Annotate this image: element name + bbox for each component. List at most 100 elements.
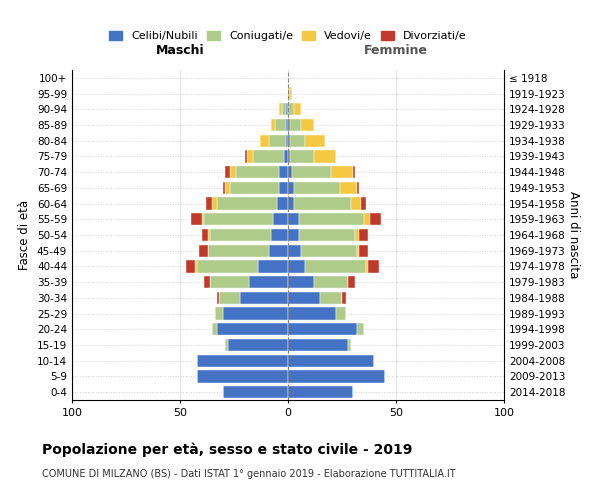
Bar (288, 198, 295, 209)
Y-axis label: Anni di nascita: Anni di nascita (566, 192, 580, 278)
Bar (353, 166, 355, 178)
Bar (364, 213, 370, 226)
Bar (230, 182, 280, 194)
Bar (288, 103, 295, 116)
Bar (226, 182, 230, 194)
Bar (286, 134, 288, 147)
Bar (280, 182, 288, 194)
Bar (340, 182, 357, 194)
Bar (236, 166, 280, 178)
Bar (314, 276, 349, 288)
Bar (288, 229, 299, 241)
Bar (288, 323, 357, 336)
Bar (212, 323, 217, 336)
Bar (288, 370, 385, 382)
Bar (281, 103, 286, 116)
Legend: Celibi/Nubili, Coniugati/e, Vedovi/e, Divorziati/e: Celibi/Nubili, Coniugati/e, Vedovi/e, Di… (105, 26, 471, 46)
Text: Popolazione per età, sesso e stato civile - 2019: Popolazione per età, sesso e stato civil… (42, 442, 412, 457)
Bar (290, 150, 314, 162)
Bar (288, 182, 295, 194)
Bar (197, 260, 258, 272)
Bar (217, 198, 277, 209)
Bar (359, 229, 368, 241)
Bar (226, 339, 227, 351)
Bar (247, 150, 253, 162)
Y-axis label: Fasce di età: Fasce di età (19, 200, 31, 270)
Bar (284, 150, 288, 162)
Bar (288, 276, 314, 288)
Bar (357, 182, 359, 194)
Bar (288, 88, 290, 100)
Bar (204, 213, 273, 226)
Bar (212, 198, 217, 209)
Bar (288, 354, 374, 367)
Bar (219, 292, 241, 304)
Bar (301, 244, 357, 257)
Bar (299, 229, 355, 241)
Bar (357, 323, 364, 336)
Bar (208, 244, 269, 257)
Bar (288, 292, 320, 304)
Bar (295, 198, 350, 209)
Bar (202, 229, 208, 241)
Bar (202, 213, 204, 226)
Bar (277, 198, 288, 209)
Bar (195, 260, 197, 272)
Bar (197, 370, 288, 382)
Bar (288, 134, 290, 147)
Bar (217, 323, 288, 336)
Bar (197, 354, 288, 367)
Bar (292, 166, 331, 178)
Bar (290, 119, 301, 131)
Bar (368, 260, 379, 272)
Text: Femmine: Femmine (364, 44, 428, 58)
Bar (301, 119, 314, 131)
Bar (357, 244, 359, 257)
Bar (258, 260, 288, 272)
Bar (305, 134, 325, 147)
Bar (269, 244, 288, 257)
Bar (241, 292, 288, 304)
Bar (342, 292, 346, 304)
Bar (288, 308, 335, 320)
Bar (290, 88, 292, 100)
Bar (359, 244, 368, 257)
Bar (223, 308, 288, 320)
Bar (215, 308, 223, 320)
Bar (286, 119, 288, 131)
Bar (230, 166, 236, 178)
Text: Maschi: Maschi (155, 44, 205, 58)
Text: COMUNE DI MILZANO (BS) - Dati ISTAT 1° gennaio 2019 - Elaborazione TUTTITALIA.IT: COMUNE DI MILZANO (BS) - Dati ISTAT 1° g… (42, 469, 455, 479)
Bar (331, 166, 353, 178)
Bar (320, 292, 342, 304)
Bar (227, 339, 288, 351)
Bar (223, 182, 226, 194)
Bar (295, 103, 301, 116)
Bar (355, 229, 359, 241)
Bar (208, 229, 210, 241)
Bar (370, 213, 381, 226)
Bar (210, 276, 249, 288)
Bar (191, 213, 202, 226)
Bar (206, 198, 212, 209)
Bar (288, 166, 292, 178)
Bar (366, 260, 368, 272)
Bar (290, 134, 305, 147)
Bar (288, 213, 299, 226)
Bar (245, 150, 247, 162)
Bar (217, 292, 219, 304)
Bar (260, 134, 269, 147)
Bar (349, 276, 355, 288)
Bar (335, 308, 346, 320)
Bar (280, 103, 281, 116)
Bar (288, 244, 301, 257)
Bar (286, 103, 288, 116)
Bar (295, 182, 340, 194)
Bar (226, 166, 230, 178)
Bar (288, 150, 290, 162)
Bar (204, 276, 210, 288)
Bar (350, 198, 361, 209)
Bar (187, 260, 195, 272)
Bar (288, 260, 305, 272)
Bar (199, 244, 208, 257)
